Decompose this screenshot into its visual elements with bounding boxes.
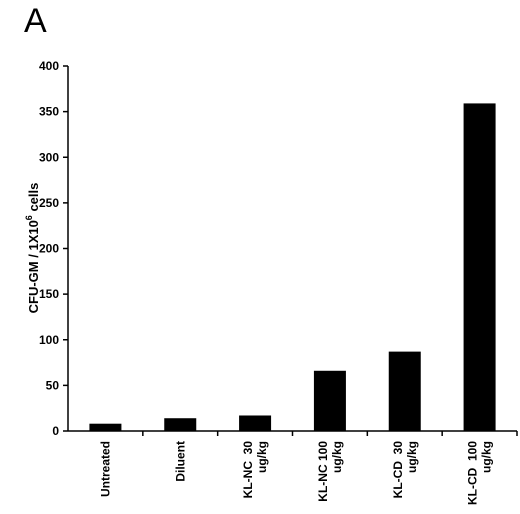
y-tick-label: 350 [39, 105, 59, 119]
y-axis-title-superscript: 6 [24, 215, 34, 220]
y-axis-title-tail: cells [26, 183, 41, 216]
bar [313, 370, 346, 431]
bar [388, 351, 421, 431]
y-tick-label: 100 [39, 333, 59, 347]
y-tick-label: 200 [39, 242, 59, 256]
x-category-label-line: KL-CD 30 [391, 441, 405, 499]
bar [89, 423, 122, 431]
x-category-label-line: ug/kg [405, 441, 419, 473]
x-category-label: KL-CD 100ug/kg [466, 441, 494, 505]
x-category-label: KL-CD 30ug/kg [391, 441, 419, 499]
y-tick-label: 400 [39, 59, 59, 73]
y-tick-label: 150 [39, 287, 59, 301]
bar [463, 103, 496, 431]
x-category-label-line: ug/kg [255, 441, 269, 473]
x-category-label: Untreated [98, 441, 112, 497]
y-axis-title-main: CFU-GM / 1X10 [26, 220, 41, 313]
panel-label: A [24, 2, 47, 40]
x-category-label-line: Diluent [173, 441, 187, 482]
axes [67, 66, 518, 436]
x-category-label: KL-NC 30ug/kg [241, 441, 269, 499]
bar [239, 415, 272, 431]
y-tick-label: 0 [52, 424, 59, 438]
x-category-label: KL-NC 100ug/kg [316, 441, 344, 502]
bar [164, 418, 197, 431]
y-tick-label: 250 [39, 196, 59, 210]
x-labels-group: Untreated Diluent KL-NC 30ug/kg KL-NC 100ug… [98, 441, 493, 505]
x-category-label-line: KL-CD 100 [466, 441, 480, 505]
y-ticks-group: 0 50 100 150 200 250 300 350 400 [39, 59, 68, 438]
x-category-label-line: ug/kg [330, 441, 344, 473]
y-axis-title: CFU-GM / 1X106 cells [24, 183, 41, 314]
bars-group [89, 103, 496, 431]
y-tick-label: 300 [39, 150, 59, 164]
y-tick-label: 50 [46, 378, 60, 392]
x-category-label-line: KL-NC 30 [241, 441, 255, 499]
x-category-label-line: KL-NC 100 [316, 441, 330, 502]
x-category-label-line: ug/kg [480, 441, 494, 473]
x-category-label: Diluent [173, 441, 187, 482]
x-category-label-line: Untreated [98, 441, 112, 497]
